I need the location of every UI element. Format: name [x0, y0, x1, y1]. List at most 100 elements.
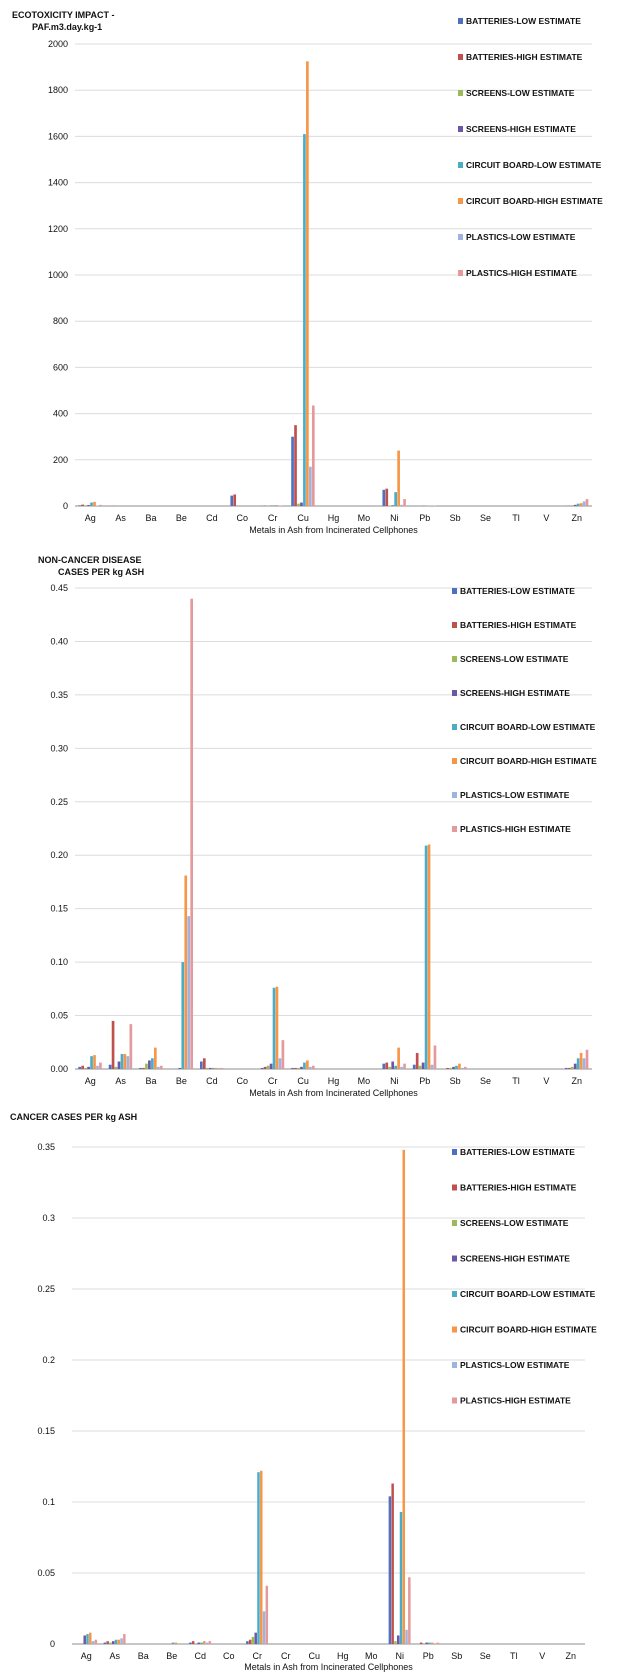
y-tick-label: 200: [53, 455, 68, 465]
y-axis-title: CASES PER kg ASH: [58, 567, 144, 577]
bar: [294, 1067, 297, 1069]
legend-label: BATTERIES-HIGH ESTIMATE: [460, 620, 577, 630]
bar: [311, 1065, 315, 1069]
y-tick-label: 0.45: [50, 583, 68, 593]
bar: [84, 1067, 87, 1069]
legend-swatch: [452, 656, 457, 662]
bar: [570, 505, 574, 506]
bar: [408, 1577, 411, 1644]
y-tick-label: 400: [53, 409, 68, 419]
non-cancer-chart-panel: NON-CANCER DISEASE CASES PER kg ASH 0.00 0.…: [0, 545, 617, 1100]
y-tick-label: 0.10: [50, 957, 68, 967]
bar: [187, 916, 191, 1069]
x-tick-label: Hg: [328, 1076, 340, 1086]
bar: [303, 1062, 306, 1069]
x-tick-label: Sb: [450, 513, 461, 523]
bar: [233, 494, 237, 506]
bar: [300, 502, 303, 506]
x-tick-label: Zn: [565, 1651, 576, 1661]
x-tick-label: Tl: [510, 1651, 518, 1661]
x-tick-label: Cu: [297, 1076, 309, 1086]
bar: [309, 466, 312, 506]
bar: [111, 1641, 115, 1644]
bar: [217, 1067, 221, 1069]
x-tick-label: Ni: [390, 513, 399, 523]
bar: [142, 1067, 145, 1069]
bar: [449, 1067, 452, 1069]
bar: [205, 1642, 209, 1644]
bar: [425, 1642, 428, 1644]
x-tick-label: Tl: [512, 513, 520, 523]
x-tick-label: Mo: [358, 513, 371, 523]
legend-label: PLASTICS-LOW ESTIMATE: [460, 790, 570, 800]
x-tick-label: Pb: [419, 513, 430, 523]
bar: [139, 1067, 142, 1069]
bar: [151, 1058, 154, 1069]
x-tick-label: Cr: [253, 1651, 263, 1661]
legend-label: PLASTICS-LOW ESTIMATE: [466, 232, 576, 242]
bar: [148, 1060, 151, 1069]
bar: [306, 1060, 309, 1069]
legend-swatch: [452, 1362, 457, 1368]
legend-swatch: [452, 1397, 457, 1404]
bar: [382, 1063, 386, 1069]
y-axis-title: ECOTOXICITY IMPACT -: [12, 10, 115, 20]
bar: [81, 504, 84, 506]
bar: [573, 1063, 577, 1069]
bar: [585, 1049, 589, 1069]
x-tick-label: V: [543, 513, 549, 523]
legend-swatch: [458, 162, 463, 168]
bar: [208, 1067, 212, 1069]
legend-label: PLASTICS-HIGH ESTIMATE: [460, 824, 571, 834]
bar: [254, 1632, 257, 1644]
non-cancer-chart: NON-CANCER DISEASE CASES PER kg ASH 0.00 0.…: [38, 555, 597, 1098]
legend-swatch: [452, 758, 457, 764]
bar: [190, 598, 194, 1069]
legend-label: CIRCUIT BOARD-HIGH ESTIMATE: [460, 756, 597, 766]
bar: [203, 1641, 206, 1644]
legend-label: SCREENS-LOW ESTIMATE: [460, 654, 569, 664]
bar: [159, 1065, 163, 1069]
bar: [382, 489, 386, 506]
bar: [388, 1496, 392, 1644]
y-tick-label: 0.15: [50, 904, 68, 914]
bar: [103, 1642, 107, 1644]
bar: [189, 1642, 192, 1644]
bar: [306, 61, 309, 506]
bar: [275, 505, 279, 506]
bar: [87, 505, 90, 506]
legend-label: PLASTICS-LOW ESTIMATE: [460, 1360, 570, 1370]
bar: [394, 1065, 397, 1069]
legend-swatch: [452, 826, 457, 832]
legend-label: BATTERIES-LOW ESTIMATE: [460, 586, 575, 596]
bar: [397, 1047, 400, 1069]
x-tick-label: Ag: [85, 513, 96, 523]
legend-label: PLASTICS-HIGH ESTIMATE: [466, 268, 577, 278]
bar: [391, 1061, 395, 1069]
legend-label: CIRCUIT BOARD-HIGH ESTIMATE: [466, 196, 603, 206]
y-tick-label: 0.30: [50, 743, 68, 753]
x-tick-label: Co: [223, 1651, 235, 1661]
bar: [174, 1642, 178, 1644]
bar: [208, 1641, 212, 1644]
bar: [402, 1149, 406, 1644]
bar: [446, 1067, 449, 1069]
bar: [385, 1062, 389, 1069]
bar: [394, 492, 397, 506]
legend-label: BATTERIES-LOW ESTIMATE: [460, 1147, 575, 1157]
y-tick-label: 1600: [48, 131, 68, 141]
x-tick-label: Pb: [423, 1651, 434, 1661]
legend-label: BATTERIES-HIGH ESTIMATE: [466, 52, 583, 62]
bar: [275, 986, 279, 1069]
bar: [585, 499, 589, 506]
x-tick-label: Se: [480, 1651, 491, 1661]
y-tick-label: 0.00: [50, 1064, 68, 1074]
bar: [461, 1067, 464, 1069]
bar: [108, 1064, 112, 1069]
y-tick-label: 2000: [48, 39, 68, 49]
bar: [78, 505, 82, 506]
bar: [396, 1635, 400, 1644]
legend-label: BATTERIES-HIGH ESTIMATE: [460, 1183, 577, 1193]
legend-swatch: [458, 126, 463, 132]
bar: [266, 1065, 270, 1069]
